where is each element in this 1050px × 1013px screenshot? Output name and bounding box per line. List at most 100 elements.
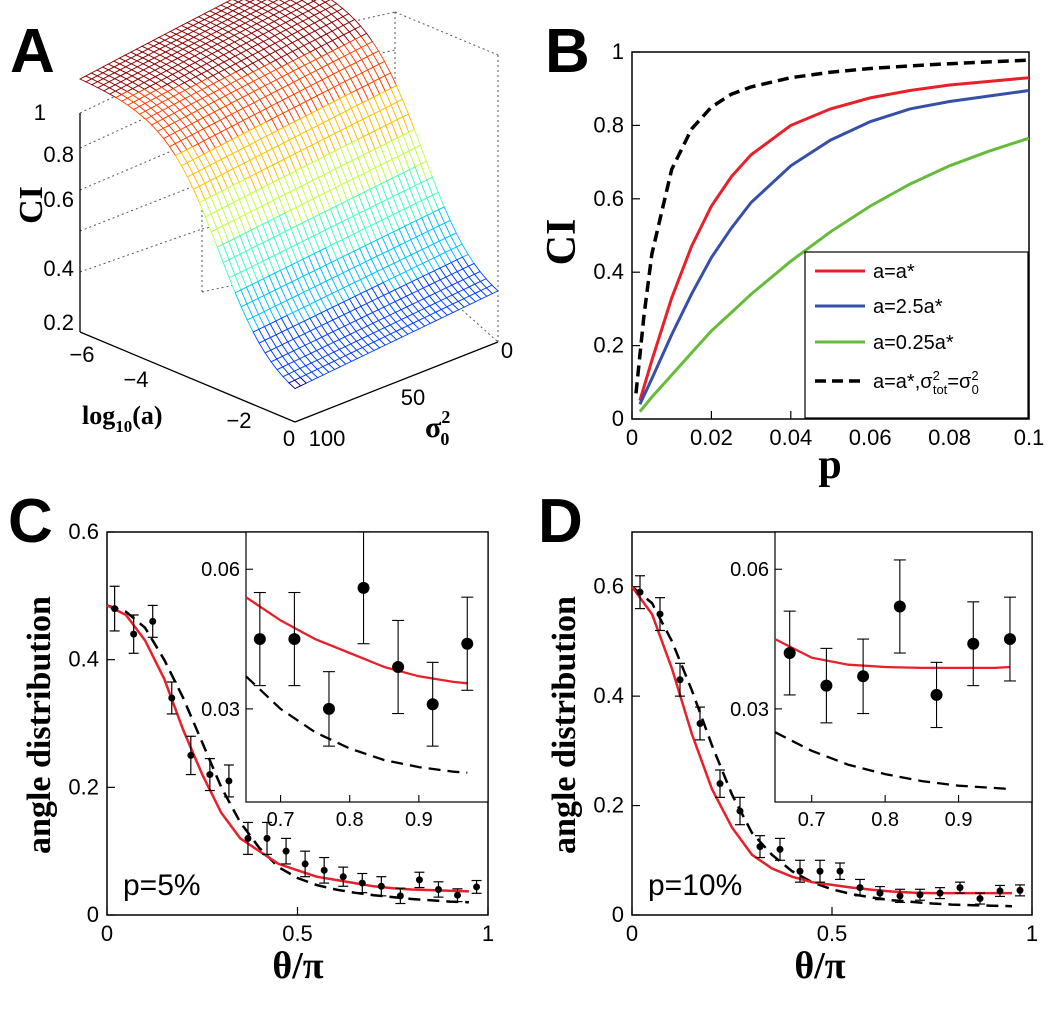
panel-d-inset-point [1003, 633, 1016, 646]
panel-d-xtick-label: 1 [1026, 921, 1038, 946]
panel-c-point [282, 847, 290, 855]
legend-label-2p5-a-star: a=2.5a* [873, 296, 943, 318]
panel-d-point [736, 807, 744, 815]
panel-c-inset-point [392, 661, 405, 673]
panel-c-point [454, 891, 462, 899]
panel-b-legend-box [804, 251, 1029, 419]
panel-d-inset-xtick-label: 0.8 [871, 809, 899, 831]
panel-d-inset-dashed [774, 731, 1011, 791]
panel-d-inset-xtick-label: 0.9 [945, 809, 973, 831]
panel-d-point [756, 843, 764, 851]
panel-c-xtick-label: 0.5 [282, 921, 313, 946]
panel-d-x-label: θ/π [794, 945, 845, 987]
panel-d-ytick-label: 0.2 [593, 793, 624, 818]
panel-d-inset-point [967, 637, 980, 650]
panel-d-point [876, 889, 884, 897]
panel-d-point [636, 588, 644, 596]
panel-b-ytick-label: 0.4 [593, 259, 624, 284]
panel-b-xtick-label: 0.06 [849, 425, 892, 450]
panel-a: A 1 0.8 [10, 0, 513, 451]
panel-c-point [434, 885, 442, 893]
panel-c-point [358, 879, 366, 887]
legend-sigma-main: a=a*,σ [873, 371, 933, 393]
panel-d-point [796, 867, 804, 875]
panel-c-point [149, 617, 157, 625]
panel-c-point [263, 834, 271, 842]
panel-d-ytick-label: 0 [612, 902, 624, 927]
panel-d-point [856, 884, 864, 892]
panel-c-xtick-label: 1 [482, 921, 494, 946]
panel-b-legend: a=a* a=2.5a* a=0.25a* a=a*,σ2 tot=σ2 0 [804, 251, 1029, 419]
panel-b-lines [634, 58, 1030, 413]
panel-d-point [1016, 886, 1024, 894]
panel-c-point [244, 834, 252, 842]
panel-a-z-tick-0.4: 0.4 [43, 256, 74, 281]
panel-c-point [473, 883, 481, 891]
panel-a-label: A [10, 17, 55, 86]
panel-d-inset: 0.7 0.8 0.9 0.03 0.06 [730, 559, 1016, 831]
legend-sigma-mid: =σ [947, 371, 972, 393]
panel-c-inset-point [426, 698, 439, 711]
panel-d-y-label: angle distribution [546, 596, 583, 854]
legend-label-sigma: a=a*,σ2 tot=σ2 0 [873, 368, 979, 397]
panel-c-inset-point [322, 702, 335, 715]
panel-a-surface [78, 0, 499, 390]
panel-a-y-label-main: σ [425, 411, 442, 444]
panel-c-red-fit [106, 604, 469, 893]
panel-d-point [816, 867, 824, 875]
panel-d-label: D [538, 487, 583, 556]
panel-c-plot [106, 585, 482, 905]
panel-a-z-tick-0.2: 0.2 [43, 310, 74, 335]
panel-d-inset-xtick-label: 0.7 [798, 809, 826, 831]
panel-d-inset-red [774, 638, 1011, 670]
panel-c-y-label: angle distribution [21, 596, 58, 854]
legend-sigma-sup2: 2 [971, 368, 978, 383]
panel-c-inset-point [253, 633, 266, 646]
panel-b-y-label: CI [539, 219, 585, 266]
panel-c-ytick-label: 0 [87, 902, 99, 927]
panel-a-y-tick-50: 50 [401, 385, 425, 410]
panel-d-point [776, 845, 784, 853]
panel-d-xtick-label: 0 [626, 921, 638, 946]
panel-b-ytick-label: 0.2 [593, 333, 624, 358]
panel-c: C 0 0.5 1 0 0.2 0.4 0.6 0.7 0.8 0.9 0.03 0.06 angl… [8, 487, 494, 987]
panel-a-x-tick-m4: −4 [123, 367, 148, 392]
panel-c-inset-xtick-label: 0.8 [336, 809, 364, 831]
panel-d-point [696, 720, 704, 727]
legend-label-0p25-a-star: a=0.25a* [873, 332, 954, 354]
panel-c-point [415, 876, 423, 884]
panel-b-xtick-label: 0.04 [769, 425, 812, 450]
panel-d-inset-point [783, 647, 796, 660]
panel-a-ticks: 1 0.8 0.6 0.4 0.2 −6 −4 −2 0 100 50 0 [34, 100, 513, 451]
panel-c-inset-ytick-label: 0.06 [201, 559, 240, 581]
panel-d-ytick-label: 0.4 [593, 683, 624, 708]
panel-c-ytick-label: 0.2 [68, 774, 99, 799]
panel-c-point [396, 892, 404, 900]
panel-b-ticks: 0 0.02 0.04 0.06 0.08 0.1 0 0.2 0.4 0.6 0.8 1 [593, 39, 1044, 450]
panel-c-dashed-model [106, 604, 469, 904]
panel-a-x-label-tail: (a) [132, 401, 162, 430]
legend-sigma-sub1: tot [933, 382, 948, 397]
panel-b-ytick-label: 0.6 [593, 186, 624, 211]
panel-d-inset-point [930, 688, 943, 701]
panel-a-x-label-main: log [82, 401, 115, 430]
panel-b-series-2 [638, 136, 1030, 413]
panel-c-point [111, 605, 119, 613]
panel-a-z-label: CI [13, 186, 50, 224]
panel-a-axes [79, 113, 499, 423]
panel-d-inset-point [893, 600, 906, 613]
panel-d-ytick-label: 0.6 [593, 574, 624, 599]
panel-b-xtick-label: 0 [626, 425, 638, 450]
panel-c-point [187, 751, 195, 759]
panel-c-inset-ytick-label: 0.03 [201, 699, 240, 721]
panel-d-point [676, 676, 684, 684]
panel-a-z-tick-0.8: 0.8 [43, 142, 74, 167]
panel-d: D 0 0.5 1 0 0.2 0.4 0.6 0.7 0.8 0.9 0.03 0.06 angl… [538, 487, 1038, 987]
panel-c-inset: 0.7 0.8 0.9 0.03 0.06 [201, 531, 474, 831]
panel-a-x-label: log10(a) [82, 401, 163, 436]
panel-b-ytick-label: 0.8 [593, 112, 624, 137]
panel-b-series-0 [638, 76, 1030, 402]
panel-d-point [656, 610, 664, 618]
panel-b-x-label: p [818, 442, 841, 488]
panel-c-inset-dashed [245, 675, 468, 774]
